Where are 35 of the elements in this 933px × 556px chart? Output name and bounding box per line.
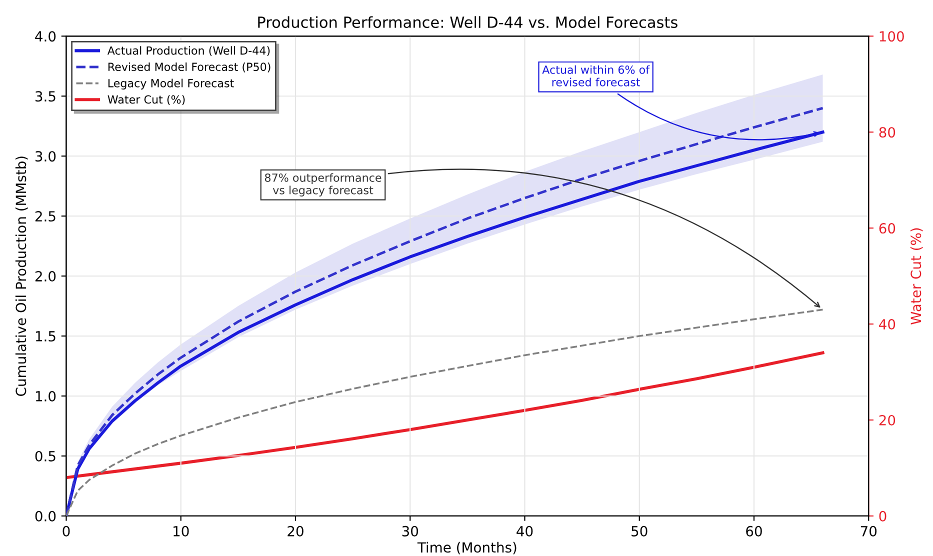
legend-label: Actual Production (Well D-44) bbox=[107, 46, 270, 56]
legend-label: Legacy Model Forecast bbox=[108, 78, 234, 90]
annotation: 87% outperformance vs legacy forecast bbox=[264, 173, 382, 196]
y-tick-label: 0.0 bbox=[35, 510, 56, 522]
y2-tick-label: 20 bbox=[879, 414, 896, 426]
x-tick-label: 0 bbox=[62, 526, 70, 536]
y-tick-label: 3.5 bbox=[35, 91, 56, 102]
x-tick-label: 70 bbox=[860, 526, 877, 536]
y-tick-label: 1.0 bbox=[36, 390, 56, 402]
y2-tick-label: 60 bbox=[879, 223, 896, 234]
y-tick-label: 4.0 bbox=[35, 31, 56, 42]
y-tick-label: 3.0 bbox=[35, 151, 56, 162]
y2-tick-label: 40 bbox=[879, 319, 896, 330]
y-tick-label: 0.5 bbox=[35, 450, 56, 462]
y-tick-label: 2.5 bbox=[35, 211, 56, 222]
y2-axis-title: Water Cut (%) bbox=[910, 228, 923, 325]
chart-title: Production Performance: Well D-44 vs. Model Forecasts bbox=[258, 16, 678, 28]
line-series bbox=[66, 308, 824, 516]
x-tick-label: 10 bbox=[174, 526, 189, 536]
y2-tick-label: 100 bbox=[880, 31, 904, 42]
y2-tick-label: 80 bbox=[879, 127, 896, 138]
x-tick-label: 40 bbox=[516, 526, 533, 536]
line-series bbox=[66, 351, 824, 480]
legend-label: Revised Model Forecast (P50) bbox=[108, 62, 270, 72]
legend-label: Water Cut (%) bbox=[108, 95, 185, 105]
x-axis-title: Time (Months) bbox=[417, 542, 516, 554]
annotation: Actual within 6% of revised forecast bbox=[542, 65, 650, 86]
x-tick-label: 20 bbox=[288, 526, 304, 536]
y-axis-title: Cumulative Oil Production (MMstb) bbox=[15, 156, 28, 396]
y2-tick-label: 0 bbox=[879, 510, 886, 522]
x-tick-label: 50 bbox=[632, 526, 648, 536]
x-tick-label: 30 bbox=[402, 526, 418, 536]
x-tick-label: 60 bbox=[746, 526, 762, 536]
y-tick-label: 1.5 bbox=[36, 331, 56, 342]
y-tick-label: 2.0 bbox=[35, 271, 56, 282]
